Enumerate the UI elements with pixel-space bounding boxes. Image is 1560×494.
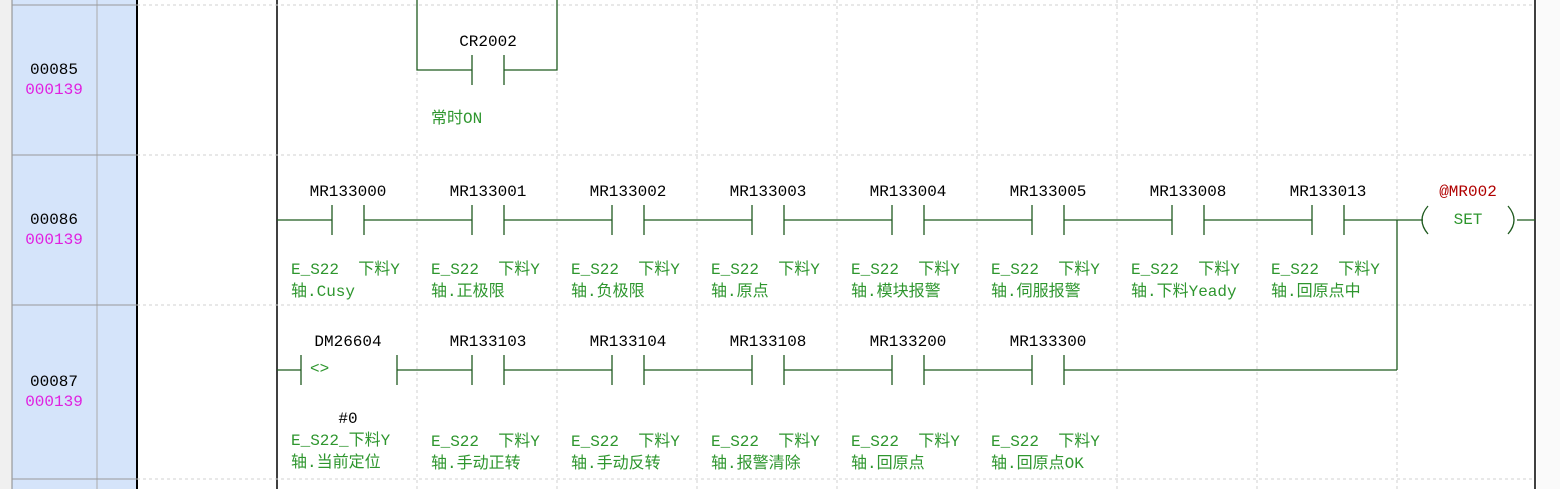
row-number: 00085 bbox=[30, 61, 78, 79]
comment: E_S22 下料Y bbox=[991, 432, 1100, 451]
device: MR133003 bbox=[730, 183, 807, 201]
coil bbox=[1421, 205, 1515, 235]
row-number: 00086 bbox=[30, 211, 78, 229]
comment: 轴.回原点 bbox=[851, 454, 925, 473]
device: MR133000 bbox=[310, 183, 387, 201]
comment: 轴.模块报警 bbox=[851, 282, 941, 301]
device: MR133013 bbox=[1290, 183, 1367, 201]
comment: E_S22 下料Y bbox=[431, 260, 540, 279]
comment: E_S22 下料Y bbox=[431, 432, 540, 451]
comment: E_S22 下料Y bbox=[1131, 260, 1240, 279]
comment: E_S22 下料Y bbox=[851, 260, 960, 279]
row-header bbox=[12, 0, 137, 489]
comment: E_S22 下料Y bbox=[991, 260, 1100, 279]
device: CR2002 bbox=[459, 33, 517, 51]
comment: E_S22 下料Y bbox=[1271, 260, 1380, 279]
device: MR133108 bbox=[730, 333, 807, 351]
device: MR133002 bbox=[590, 183, 667, 201]
comment: 轴.原点 bbox=[711, 282, 769, 301]
row-number: 00087 bbox=[30, 373, 78, 391]
comment: 轴.回原点OK bbox=[991, 454, 1084, 473]
device: MR133103 bbox=[450, 333, 527, 351]
comment: 轴.负极限 bbox=[571, 282, 645, 301]
device: MR133001 bbox=[450, 183, 527, 201]
comment: E_S22 下料Y bbox=[851, 432, 960, 451]
comment: 轴.下料Yeady bbox=[1131, 282, 1237, 301]
margin bbox=[1537, 0, 1560, 489]
comment: E_S22 下料Y bbox=[571, 260, 680, 279]
comment: 轴.Cusy bbox=[291, 282, 355, 301]
operator: <> bbox=[310, 360, 329, 378]
device: MR133004 bbox=[870, 183, 947, 201]
comment: 轴.正极限 bbox=[431, 282, 505, 301]
device: MR133200 bbox=[870, 333, 947, 351]
comment: E_S22 下料Y bbox=[711, 432, 820, 451]
coil-instruction: SET bbox=[1454, 211, 1483, 229]
comment: E_S22 下料Y bbox=[291, 260, 400, 279]
comment: 轴.手动反转 bbox=[571, 454, 661, 473]
device: DM26604 bbox=[314, 333, 381, 351]
operand: #0 bbox=[338, 410, 357, 428]
comment: E_S22 下料Y bbox=[711, 260, 820, 279]
branch bbox=[416, 0, 558, 71]
coil-device: @MR002 bbox=[1439, 183, 1497, 201]
comment: 轴.回原点中 bbox=[1271, 282, 1361, 301]
comment: E_S22 下料Y bbox=[571, 432, 680, 451]
device: MR133104 bbox=[590, 333, 667, 351]
comment: 轴.报警清除 bbox=[711, 454, 801, 473]
step-number: 000139 bbox=[25, 81, 83, 99]
comment: E_S22_下料Y bbox=[291, 431, 391, 450]
gutter bbox=[0, 0, 12, 489]
comment: 轴.伺服报警 bbox=[991, 282, 1081, 301]
step-number: 000139 bbox=[25, 393, 83, 411]
step-number: 000139 bbox=[25, 231, 83, 249]
comment: 轴.当前定位 bbox=[291, 453, 381, 472]
device: MR133008 bbox=[1150, 183, 1227, 201]
device: MR133300 bbox=[1010, 333, 1087, 351]
comment: 轴.手动正转 bbox=[431, 454, 521, 473]
comment: 常时ON bbox=[431, 109, 482, 128]
device: MR133005 bbox=[1010, 183, 1087, 201]
